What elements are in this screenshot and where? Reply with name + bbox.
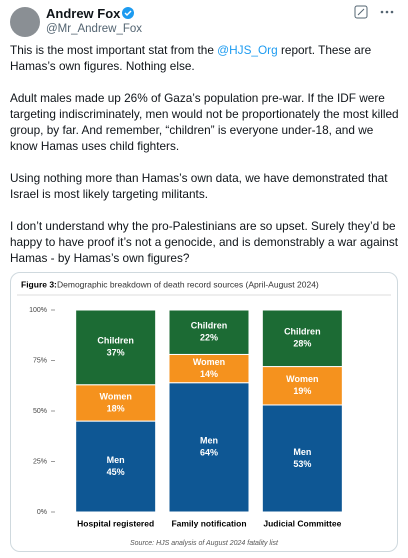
header-icons <box>10 5 394 37</box>
bar-segment <box>261 309 343 368</box>
post-text: This is the most important stat from the… <box>10 42 400 282</box>
segment-name: Children <box>191 321 228 331</box>
paragraph: I don’t understand why the pro-Palestini… <box>10 219 399 265</box>
bar-segment <box>168 353 250 384</box>
y-tick-label: 50% <box>33 408 47 415</box>
y-tick-label: 25% <box>33 458 47 465</box>
bar-segment <box>75 420 157 513</box>
value-label: 64% <box>200 448 218 458</box>
chart-title-prefix: Figure 3: <box>21 279 57 289</box>
edit-icon[interactable] <box>354 5 368 19</box>
segment-name: Women <box>286 374 318 384</box>
chart: Figure 3: Demographic breakdown of death… <box>17 279 391 547</box>
chart-card[interactable]: Figure 3: Demographic breakdown of death… <box>10 272 398 552</box>
value-label: 45% <box>107 467 125 477</box>
x-tick-label: Hospital registered <box>77 518 154 528</box>
value-label: 18% <box>107 403 125 413</box>
text: report. These are Hamas’s own figures. N… <box>10 43 372 73</box>
segment-name: Men <box>107 455 125 465</box>
value-label: 19% <box>293 386 311 396</box>
bar-segment <box>261 404 343 513</box>
segment-name: Men <box>293 447 311 457</box>
bar-segment <box>75 309 157 386</box>
author-handle[interactable]: @Mr_Andrew_Fox <box>46 23 143 35</box>
avatar[interactable] <box>10 7 40 37</box>
chart-title: Demographic breakdown of death record so… <box>57 279 319 289</box>
bar-segment <box>75 384 157 422</box>
segment-name: Children <box>284 327 321 337</box>
chart-source: Source: HJS analysis of August 2024 fata… <box>130 540 279 547</box>
paragraph: This is the most important stat from the… <box>10 42 400 74</box>
value-label: 14% <box>200 369 218 379</box>
x-tick-label: Judicial Committee <box>263 518 341 528</box>
y-tick-label: 100% <box>29 307 47 314</box>
segment-name: Women <box>193 357 225 367</box>
value-label: 22% <box>200 333 218 343</box>
paragraph: Adult males made up 26% of Gaza’s popula… <box>10 91 399 153</box>
y-tick-label: 0% <box>37 509 47 516</box>
segment-name: Children <box>97 336 134 346</box>
value-label: 28% <box>293 339 311 349</box>
value-label: 37% <box>107 348 125 358</box>
bar-segment <box>168 309 250 355</box>
segment-name: Women <box>99 391 131 401</box>
author-name[interactable]: Andrew Fox <box>46 6 121 21</box>
segment-name: Men <box>200 436 218 446</box>
value-label: 53% <box>293 459 311 469</box>
bar-segment <box>261 366 343 406</box>
more-icon[interactable] <box>380 10 394 14</box>
mention-link[interactable]: @HJS_Org <box>217 43 278 57</box>
paragraph: Using nothing more than Hamas’s own data… <box>10 171 388 201</box>
text: This is the most important stat from the <box>10 43 218 57</box>
y-tick-label: 75% <box>33 357 47 364</box>
x-tick-label: Family notification <box>171 518 246 528</box>
